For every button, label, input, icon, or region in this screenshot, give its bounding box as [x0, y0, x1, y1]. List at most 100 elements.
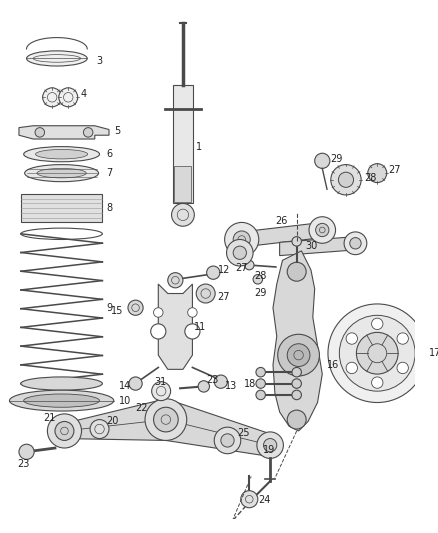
Text: 22: 22	[135, 403, 148, 413]
Text: 11: 11	[194, 322, 207, 332]
Circle shape	[371, 318, 383, 329]
Circle shape	[292, 367, 301, 377]
Circle shape	[397, 333, 408, 344]
Circle shape	[350, 238, 361, 249]
Circle shape	[198, 381, 209, 392]
Polygon shape	[273, 251, 322, 431]
Circle shape	[328, 304, 427, 402]
Circle shape	[152, 382, 171, 401]
Text: 23: 23	[17, 459, 29, 469]
Circle shape	[233, 246, 247, 260]
Circle shape	[241, 491, 258, 508]
Ellipse shape	[21, 377, 102, 390]
Circle shape	[225, 222, 259, 256]
Text: 1: 1	[196, 142, 202, 151]
Circle shape	[221, 434, 234, 447]
Text: 12: 12	[218, 265, 230, 275]
Circle shape	[151, 324, 166, 339]
Text: 3: 3	[97, 56, 103, 66]
Text: 15: 15	[111, 305, 123, 316]
Circle shape	[371, 377, 383, 389]
Text: 6: 6	[106, 149, 112, 159]
Circle shape	[19, 444, 34, 459]
Text: 26: 26	[275, 215, 287, 225]
Circle shape	[357, 333, 398, 374]
Circle shape	[196, 284, 215, 303]
Text: 14: 14	[119, 382, 131, 391]
Circle shape	[339, 316, 415, 391]
Text: 13: 13	[225, 382, 237, 391]
Text: 18: 18	[244, 378, 256, 389]
Circle shape	[226, 239, 253, 266]
Polygon shape	[158, 284, 192, 369]
Ellipse shape	[27, 51, 87, 66]
Text: 16: 16	[327, 360, 339, 369]
Circle shape	[339, 172, 353, 188]
Text: 8: 8	[106, 203, 112, 213]
Text: 19: 19	[262, 445, 275, 455]
Ellipse shape	[10, 390, 114, 411]
Text: 27: 27	[235, 263, 247, 273]
Text: 24: 24	[258, 495, 270, 505]
Text: 23: 23	[207, 375, 219, 385]
Circle shape	[90, 419, 109, 439]
Circle shape	[47, 414, 81, 448]
Circle shape	[145, 399, 187, 440]
Circle shape	[154, 308, 163, 317]
Circle shape	[168, 273, 183, 288]
Circle shape	[256, 390, 265, 400]
Circle shape	[287, 410, 306, 429]
Circle shape	[287, 262, 306, 281]
Circle shape	[35, 127, 45, 137]
Polygon shape	[173, 85, 193, 204]
Text: 28: 28	[364, 173, 376, 183]
Circle shape	[397, 362, 408, 374]
Circle shape	[316, 223, 329, 237]
Text: 27: 27	[217, 292, 230, 302]
Circle shape	[83, 127, 93, 137]
Polygon shape	[19, 126, 109, 139]
Text: 25: 25	[237, 428, 250, 438]
Text: 27: 27	[389, 165, 401, 175]
Text: 28: 28	[254, 271, 266, 281]
Circle shape	[264, 439, 277, 452]
Circle shape	[154, 407, 178, 432]
Ellipse shape	[37, 168, 86, 178]
Ellipse shape	[35, 149, 88, 159]
Polygon shape	[21, 194, 102, 222]
Circle shape	[42, 88, 62, 107]
Ellipse shape	[25, 165, 99, 182]
Circle shape	[314, 153, 330, 168]
Circle shape	[207, 266, 220, 279]
Circle shape	[253, 274, 262, 284]
Text: 9: 9	[106, 303, 112, 313]
Text: 30: 30	[305, 241, 318, 251]
Polygon shape	[279, 237, 356, 256]
Text: 20: 20	[106, 416, 119, 426]
Polygon shape	[242, 222, 322, 247]
Polygon shape	[64, 399, 270, 457]
Text: 29: 29	[330, 154, 342, 164]
Circle shape	[172, 204, 194, 226]
Circle shape	[331, 165, 361, 195]
Circle shape	[368, 164, 387, 183]
Circle shape	[278, 334, 319, 376]
Text: 7: 7	[106, 168, 113, 178]
Circle shape	[55, 422, 74, 440]
Circle shape	[128, 300, 143, 316]
Circle shape	[59, 88, 78, 107]
Circle shape	[256, 379, 265, 389]
Circle shape	[244, 260, 254, 270]
Circle shape	[256, 367, 265, 377]
Text: 21: 21	[44, 413, 56, 423]
Circle shape	[187, 308, 197, 317]
Text: 10: 10	[119, 395, 131, 406]
Circle shape	[185, 324, 200, 339]
Text: 5: 5	[114, 126, 120, 136]
Circle shape	[292, 379, 301, 389]
Text: 17: 17	[429, 348, 438, 358]
Circle shape	[309, 217, 336, 243]
Ellipse shape	[24, 147, 99, 161]
Circle shape	[346, 333, 357, 344]
Text: 31: 31	[155, 377, 167, 386]
